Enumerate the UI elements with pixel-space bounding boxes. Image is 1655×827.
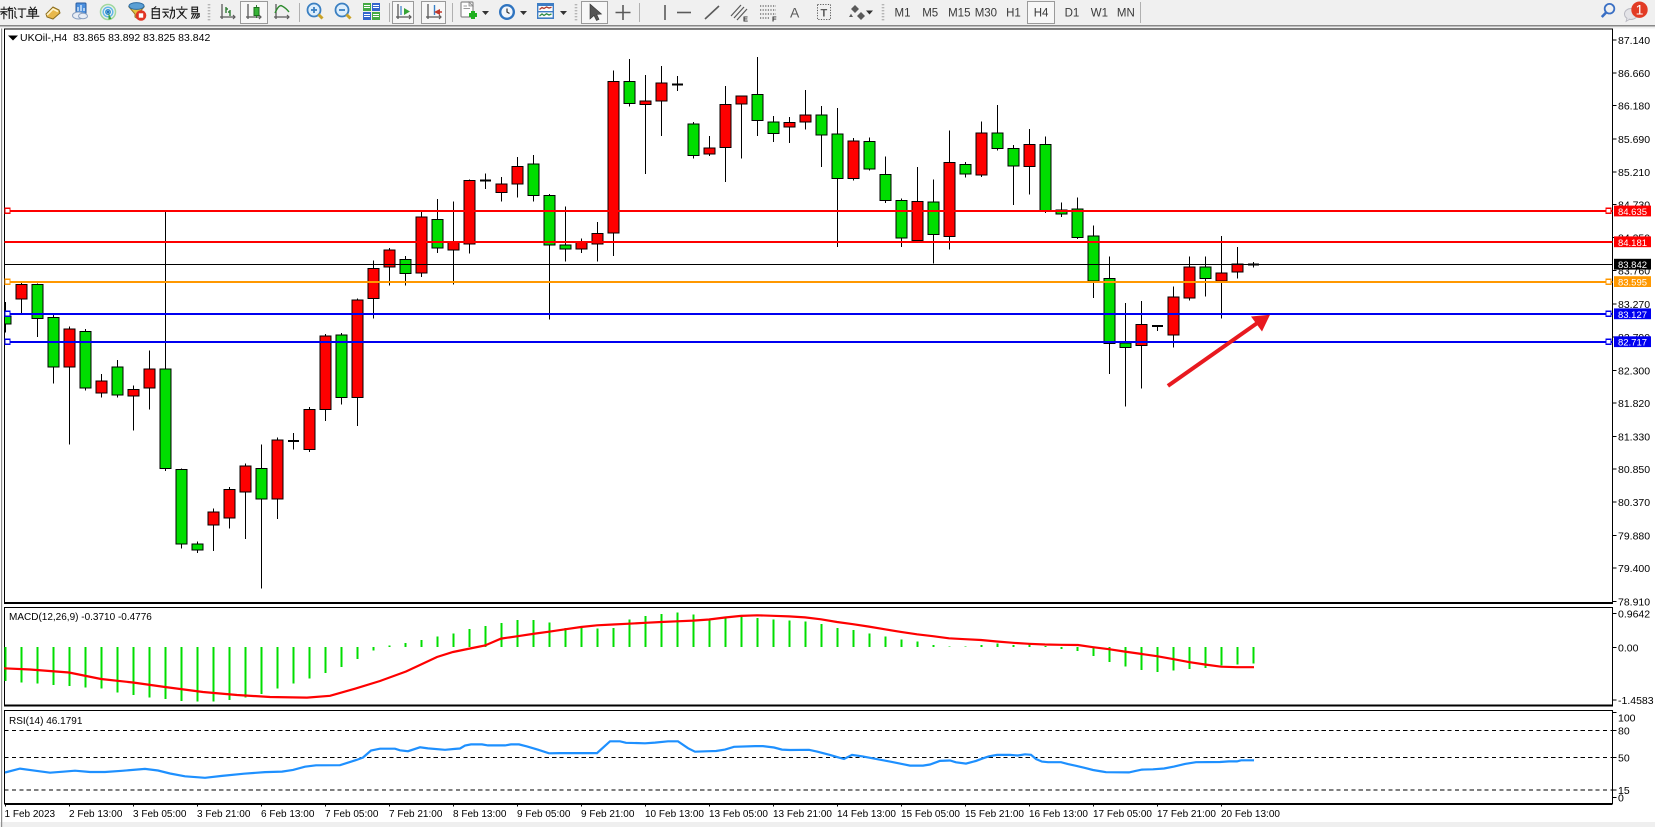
svg-text:D1: D1 <box>1065 8 1080 20</box>
svg-text:M15: M15 <box>948 8 970 20</box>
svg-text:78.910: 78.910 <box>1618 596 1650 608</box>
svg-text:MACD(12,26,9) -0.3710 -0.4776: MACD(12,26,9) -0.3710 -0.4776 <box>9 612 152 623</box>
svg-text:83.127: 83.127 <box>1618 310 1647 321</box>
svg-text:80.370: 80.370 <box>1618 497 1650 509</box>
svg-text:0.9642: 0.9642 <box>1618 609 1650 621</box>
svg-text:17 Feb 05:00: 17 Feb 05:00 <box>1093 809 1152 820</box>
svg-text:100: 100 <box>1618 712 1636 724</box>
svg-text:1: 1 <box>1636 2 1644 18</box>
svg-text:8 Feb 13:00: 8 Feb 13:00 <box>453 809 507 820</box>
svg-text:83.270: 83.270 <box>1618 299 1650 311</box>
svg-text:14 Feb 13:00: 14 Feb 13:00 <box>837 809 896 820</box>
svg-text:13 Feb 05:00: 13 Feb 05:00 <box>709 809 768 820</box>
svg-text:7 Feb 21:00: 7 Feb 21:00 <box>389 809 443 820</box>
svg-text:UKOil-,H4 83.865 83.892 83.82: UKOil-,H4 83.865 83.892 83.825 83.842 <box>20 32 210 44</box>
svg-text:RSI(14) 46.1791: RSI(14) 46.1791 <box>9 716 83 727</box>
svg-text:E: E <box>743 15 748 24</box>
svg-text:2 Feb 13:00: 2 Feb 13:00 <box>69 809 123 820</box>
svg-text:0.00: 0.00 <box>1618 642 1639 654</box>
svg-text:85.690: 85.690 <box>1618 134 1650 146</box>
svg-text:79.880: 79.880 <box>1618 530 1650 542</box>
svg-text:83.842: 83.842 <box>1618 260 1647 271</box>
svg-text:80.850: 80.850 <box>1618 464 1650 476</box>
svg-text:82.717: 82.717 <box>1618 338 1647 349</box>
svg-text:79.400: 79.400 <box>1618 563 1650 575</box>
svg-text:86.660: 86.660 <box>1618 68 1650 80</box>
svg-text:84.635: 84.635 <box>1618 207 1647 218</box>
svg-text:15: 15 <box>1618 785 1630 797</box>
svg-text:81.330: 81.330 <box>1618 431 1650 443</box>
svg-text:86.180: 86.180 <box>1618 101 1650 113</box>
svg-text:84.181: 84.181 <box>1618 238 1647 249</box>
svg-text:80: 80 <box>1618 726 1630 738</box>
svg-text:9 Feb 05:00: 9 Feb 05:00 <box>517 809 571 820</box>
svg-text:15 Feb 21:00: 15 Feb 21:00 <box>965 809 1024 820</box>
svg-text:M30: M30 <box>975 8 997 20</box>
svg-text:0: 0 <box>1618 792 1624 804</box>
svg-text:H1: H1 <box>1006 8 1021 20</box>
svg-text:9 Feb 21:00: 9 Feb 21:00 <box>581 809 635 820</box>
svg-text:W1: W1 <box>1091 8 1108 20</box>
svg-text:15 Feb 05:00: 15 Feb 05:00 <box>901 809 960 820</box>
svg-text:3 Feb 05:00: 3 Feb 05:00 <box>133 809 187 820</box>
svg-text:13 Feb 21:00: 13 Feb 21:00 <box>773 809 832 820</box>
svg-text:82.300: 82.300 <box>1618 365 1650 377</box>
svg-text:87.140: 87.140 <box>1618 35 1650 47</box>
svg-text:85.210: 85.210 <box>1618 167 1650 179</box>
svg-text:T: T <box>821 8 828 20</box>
svg-text:83.595: 83.595 <box>1618 278 1647 289</box>
svg-text:20 Feb 13:00: 20 Feb 13:00 <box>1221 809 1280 820</box>
svg-text:7 Feb 05:00: 7 Feb 05:00 <box>325 809 379 820</box>
svg-text:81.820: 81.820 <box>1618 398 1650 410</box>
svg-text:10 Feb 13:00: 10 Feb 13:00 <box>645 809 704 820</box>
svg-text:MN: MN <box>1117 8 1135 20</box>
svg-text:1 Feb 2023: 1 Feb 2023 <box>5 809 56 820</box>
svg-text:50: 50 <box>1618 752 1630 764</box>
svg-text:17 Feb 21:00: 17 Feb 21:00 <box>1157 809 1216 820</box>
svg-text:F: F <box>772 15 777 24</box>
svg-text:3 Feb 21:00: 3 Feb 21:00 <box>197 809 251 820</box>
svg-text:M1: M1 <box>895 8 911 20</box>
svg-text:M5: M5 <box>922 8 938 20</box>
svg-text:6 Feb 13:00: 6 Feb 13:00 <box>261 809 315 820</box>
svg-text:-1.4583: -1.4583 <box>1618 695 1654 707</box>
svg-text:A: A <box>790 5 800 21</box>
svg-text:16 Feb 13:00: 16 Feb 13:00 <box>1029 809 1088 820</box>
svg-text:H4: H4 <box>1034 8 1049 20</box>
